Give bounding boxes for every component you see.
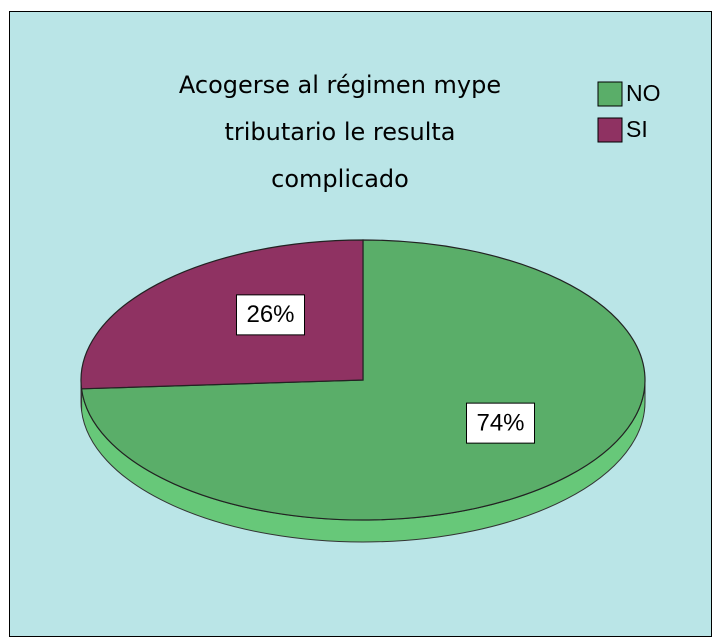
data-label: 74% (466, 402, 536, 444)
legend-swatch (597, 117, 623, 143)
data-label-text: 26% (246, 301, 294, 328)
chart-title: Acogerse al régimen mype tributario le r… (178, 71, 502, 193)
slice (80, 239, 364, 390)
legend-swatch (597, 81, 623, 107)
data-label-text: 74% (476, 409, 524, 436)
data-label-box (235, 294, 305, 336)
data-label: 26% (235, 294, 305, 336)
legend-label: NO (626, 80, 661, 106)
data-label-box (466, 402, 536, 444)
legend-label: SI (626, 116, 648, 142)
